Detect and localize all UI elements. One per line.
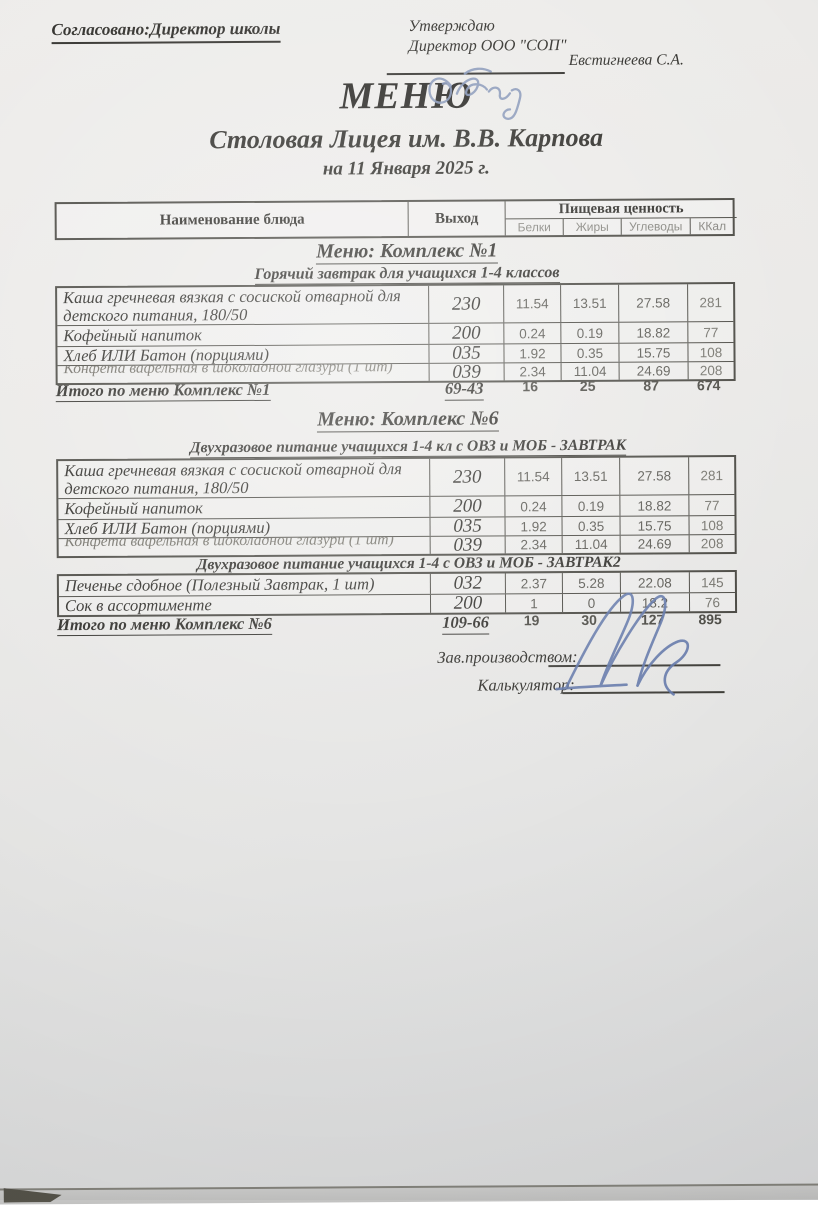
dish-carbs: 18.82 (619, 495, 689, 516)
dish-fat: 13.51 (561, 457, 620, 496)
organization-name: Столовая Лицея им. В.В. Карпова (209, 122, 604, 155)
dish-fat: 0.35 (560, 343, 619, 363)
dish-protein: 11.54 (503, 285, 561, 323)
table-row: Кофейный напиток 200 0.24 0.19 18.82 77 (58, 494, 735, 520)
dish-protein: 1.92 (504, 517, 562, 536)
menu1-table: Каша гречневая вязкая с сосиской отварно… (55, 282, 736, 386)
dish-name: Хлеб ИЛИ Батон (порциями) (63, 344, 270, 366)
dish-output: 039 (429, 536, 505, 554)
table-header: Наименование блюда Выход Пищевая ценност… (54, 198, 737, 241)
col-header-nutrition: Пищевая ценность Белки Жиры Углеводы ККа… (504, 199, 737, 236)
dish-name: Хлеб ИЛИ Батон (порциями) (64, 517, 271, 539)
table-row: Кофейный напиток 200 0.24 0.19 18.82 77 (57, 321, 734, 347)
total-label: Итого по меню Комплекс №1 (55, 379, 271, 403)
title-signature (428, 67, 522, 121)
col-header-protein: Белки (517, 220, 551, 235)
col-header-carbs: Углеводы (620, 218, 690, 235)
dish-output: 230 (428, 285, 504, 323)
total-protein: 16 (522, 378, 539, 395)
total-carbs: 87 (643, 377, 660, 394)
dish-fat: 11.04 (561, 535, 620, 554)
dish-output: 200 (428, 323, 504, 344)
footer-signature (555, 592, 690, 696)
dish-name: Каша гречневая вязкая с сосиской отварно… (64, 458, 402, 498)
col-header-output: Выход (407, 201, 505, 237)
dish-kcal: 108 (687, 343, 734, 362)
nutrition-subheaders: Белки Жиры Углеводы ККал (505, 216, 737, 236)
table-row: Каша гречневая вязкая с сосиской отварно… (57, 284, 734, 325)
dish-protein: 0.24 (504, 496, 562, 517)
dish-output: 200 (429, 496, 505, 517)
dish-output: 230 (429, 458, 505, 496)
dish-name: Конфета вафельная в шоколадной глазури (… (64, 536, 394, 551)
dish-name: Кофейный напиток (64, 498, 203, 519)
approve-line-2: Директор ООО "СОП" (408, 37, 567, 55)
dish-fat: 13.51 (560, 284, 619, 323)
table-row: Каша гречневая вязкая с сосиской отварно… (58, 457, 735, 498)
dish-kcal: 281 (688, 457, 735, 495)
menu6-title: Меню: Комплекс №6 (317, 407, 499, 433)
dish-carbs: 27.58 (618, 284, 688, 322)
dish-name: Сок в ассортименте (64, 595, 212, 616)
total-output: 109-66 (428, 612, 503, 635)
menu1-total-row: Итого по меню Комплекс №1 69-43 16 25 87… (55, 377, 736, 403)
page-title: МЕНЮ (339, 74, 473, 118)
menu1-title: Меню: Комплекс №1 (316, 239, 498, 265)
approver-name: Евстигнеева С.А. (568, 51, 684, 70)
dish-carbs: 18.82 (618, 322, 688, 343)
dish-fat: 0.19 (560, 322, 619, 344)
dish-name: Печенье сдобное (Полезный Завтрак, 1 шт) (64, 574, 375, 596)
dish-protein: 1.92 (503, 344, 561, 363)
dish-kcal: 208 (688, 535, 735, 553)
menu6-table1: Каша гречневая вязкая с сосиской отварно… (56, 454, 737, 559)
dish-carbs: 15.75 (619, 516, 689, 535)
total-fat: 25 (579, 377, 596, 394)
dish-protein: 0.24 (503, 323, 561, 344)
dish-output: 035 (428, 344, 504, 363)
approve-line-1: Утверждаю (408, 17, 495, 35)
dish-carbs: 15.75 (618, 343, 688, 362)
total-kcal: 674 (696, 377, 721, 394)
col-header-fat: Жиры (562, 218, 621, 236)
dish-fat: 0.35 (561, 516, 620, 536)
total-output: 69-43 (427, 378, 502, 401)
dish-carbs: 27.58 (619, 457, 689, 495)
dish-kcal: 281 (687, 284, 734, 322)
nutrition-group-label: Пищевая ценность (558, 200, 684, 218)
dish-kcal: 77 (687, 322, 734, 343)
paper-bottom-edge (0, 1183, 818, 1205)
dish-protein: 2.34 (504, 536, 562, 554)
dish-carbs: 24.69 (619, 535, 689, 553)
agreed-line: Согласовано:Директор школы (51, 18, 281, 45)
total-label: Итого по меню Комплекс №6 (57, 613, 272, 637)
dish-name: Каша гречневая вязкая с сосиской отварно… (63, 285, 401, 325)
dish-kcal: 108 (688, 516, 735, 535)
col-header-kcal: ККал (689, 218, 734, 235)
dish-kcal: 77 (688, 495, 735, 516)
dish-fat: 0.19 (561, 495, 620, 517)
dish-output: 032 (429, 573, 505, 594)
dish-output: 035 (429, 517, 505, 536)
dish-name: Кофейный напиток (63, 325, 202, 346)
col-header-dish: Наименование блюда (159, 211, 305, 229)
dish-output: 200 (429, 594, 506, 613)
dish-protein: 11.54 (504, 458, 562, 496)
menu-date: на 11 Января 2025 г. (322, 157, 490, 180)
